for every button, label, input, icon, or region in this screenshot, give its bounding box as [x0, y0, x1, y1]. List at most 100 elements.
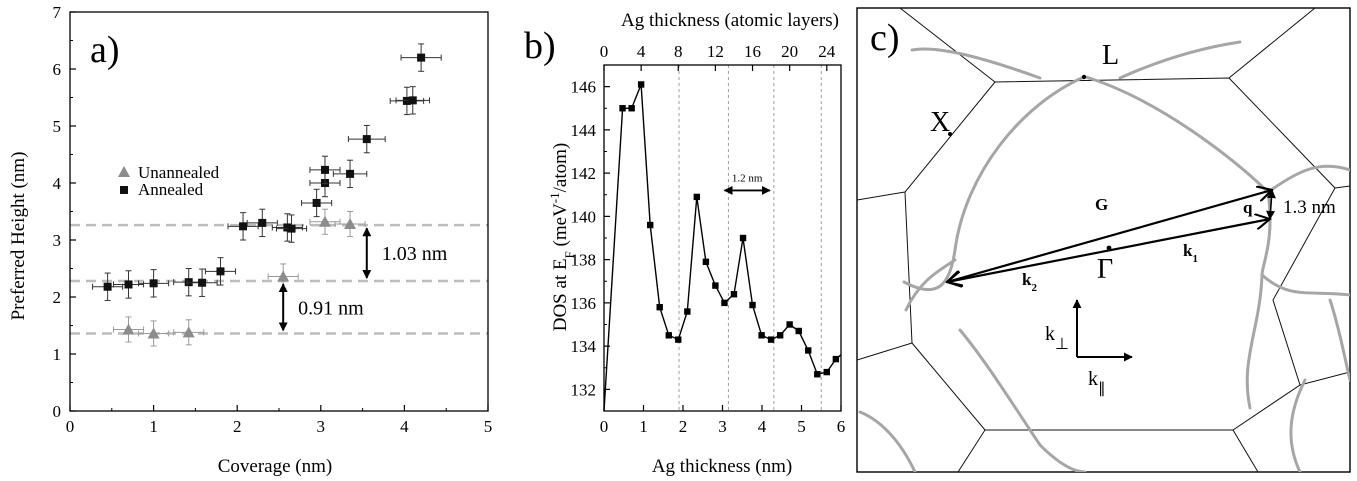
panel-b-xtick-label: 0 — [600, 417, 609, 436]
unannealed-point — [173, 319, 205, 346]
panel-a-ytick-label: 0 — [53, 402, 62, 421]
dos-point — [739, 234, 747, 242]
panel-b-top-xtick-label: 12 — [707, 42, 724, 61]
dos-point — [702, 258, 710, 265]
annealed-point — [246, 208, 278, 238]
dos-point — [721, 299, 728, 307]
annealed-point — [227, 212, 259, 241]
dos-point — [665, 332, 672, 339]
dos-point — [795, 327, 802, 335]
panel-b-xtick-label: 6 — [837, 417, 846, 436]
annealed-marker — [312, 198, 321, 207]
panel-a-annotations: 1.03 nm 0.91 nm — [278, 227, 448, 332]
unannealed-point — [309, 208, 341, 235]
point-X — [948, 132, 952, 136]
legend-unannealed-label: Unannealed — [138, 163, 220, 182]
panel-b-series — [603, 81, 842, 412]
panel-a-xtick-label: 1 — [149, 417, 158, 436]
annealed-point — [347, 124, 386, 154]
annealed-marker — [184, 278, 193, 287]
dos-point — [675, 336, 682, 343]
panel-b-ytick-label: 144 — [571, 121, 597, 140]
panel-b-top-xtick-label: 0 — [600, 42, 609, 61]
panel-a-xtick-label: 0 — [66, 417, 75, 436]
annealed-point — [112, 270, 145, 299]
annealed-marker — [149, 279, 158, 288]
unannealed-marker — [318, 215, 331, 227]
panel-b-xtick-label: 2 — [679, 417, 688, 436]
panel-b-ytick-label: 138 — [571, 251, 597, 270]
dos-point — [712, 282, 719, 289]
vector-q — [1266, 189, 1276, 220]
dos-point — [758, 332, 765, 339]
annealed-point — [92, 272, 124, 301]
annealed-marker — [402, 96, 411, 105]
panel-b-dashed-lines — [678, 65, 822, 411]
label-gamma: Γ — [1097, 254, 1113, 285]
annealed-marker — [320, 165, 329, 174]
dos-point — [823, 368, 830, 376]
panel-b-axes — [603, 64, 842, 412]
dos-point — [647, 221, 654, 229]
annealed-marker — [124, 280, 133, 289]
panel-a-series — [92, 43, 442, 347]
annealed-marker — [103, 282, 112, 291]
panel-b-tick-labels: 0 1 2 3 4 5 60 4 8 12 16 20 241321341361381401421441… — [571, 42, 846, 436]
dos-point — [767, 336, 775, 343]
panel-a-ytick-label: 4 — [53, 174, 62, 193]
label-X: X — [930, 107, 950, 138]
panel-b-ytick-label: 142 — [571, 164, 597, 183]
panel-b-top-xtick-label: 16 — [744, 42, 761, 61]
annealed-point — [400, 43, 442, 72]
annealed-marker — [362, 135, 371, 144]
panel-b-ytick-label: 146 — [571, 78, 597, 97]
dos-point — [628, 105, 635, 112]
panel-b-ytick-label: 134 — [571, 337, 597, 356]
panel-b-plot-frame — [603, 64, 842, 412]
annealed-marker — [346, 169, 355, 178]
panel-a-label: a) — [90, 29, 120, 71]
panel-a-ylabel: Preferred Height (nm) — [8, 152, 29, 321]
panel-c-frame — [856, 7, 1351, 473]
panel-b-period-annotation: 1.2 nm — [723, 172, 771, 195]
annealed-marker — [417, 53, 426, 62]
label-G: G — [1095, 195, 1108, 214]
annealed-marker — [258, 218, 267, 227]
point-L — [1081, 74, 1087, 80]
label-kpar: k∥ — [1088, 368, 1106, 397]
panel-b-ytick-label: 140 — [571, 207, 597, 226]
annealed-marker — [198, 278, 207, 287]
unannealed-point — [138, 320, 170, 347]
annealed-point — [309, 155, 341, 185]
dos-point — [619, 105, 626, 112]
legend-unannealed-marker — [118, 166, 130, 177]
annealed-marker — [216, 267, 225, 276]
label-L: L — [1102, 40, 1119, 71]
unannealed-point — [334, 211, 366, 238]
annealed-point — [204, 257, 237, 286]
panel-a-ytick-label: 7 — [53, 3, 62, 22]
height-difference-label: 1.03 nm — [382, 243, 448, 265]
unannealed-marker — [344, 218, 357, 230]
dos-point — [730, 291, 738, 298]
vector-k1-k2 — [947, 219, 1270, 282]
panel-b-xlabel: Ag thickness (nm) — [652, 456, 792, 477]
dos-point — [749, 301, 756, 309]
dos-point — [805, 347, 812, 354]
label-q: q — [1243, 198, 1253, 217]
panel-a-xtick-label: 4 — [400, 417, 409, 436]
legend-annealed-marker — [120, 186, 128, 194]
panel-a-ytick-label: 2 — [53, 288, 62, 307]
label-k1: k1 — [1183, 241, 1198, 265]
panel-a-xlabel: Coverage (nm) — [218, 456, 332, 477]
dos-point — [832, 355, 840, 363]
panel-b-xtick-label: 1 — [639, 417, 648, 436]
panel-b-xtick-label: 5 — [797, 417, 806, 436]
period-label: 1.2 nm — [732, 172, 763, 184]
dos-point — [693, 193, 701, 201]
panel-a-ytick-label: 6 — [53, 60, 62, 79]
unannealed-marker — [277, 270, 290, 282]
panel-b-xtick-label: 3 — [718, 417, 727, 436]
dos-point — [684, 308, 691, 315]
